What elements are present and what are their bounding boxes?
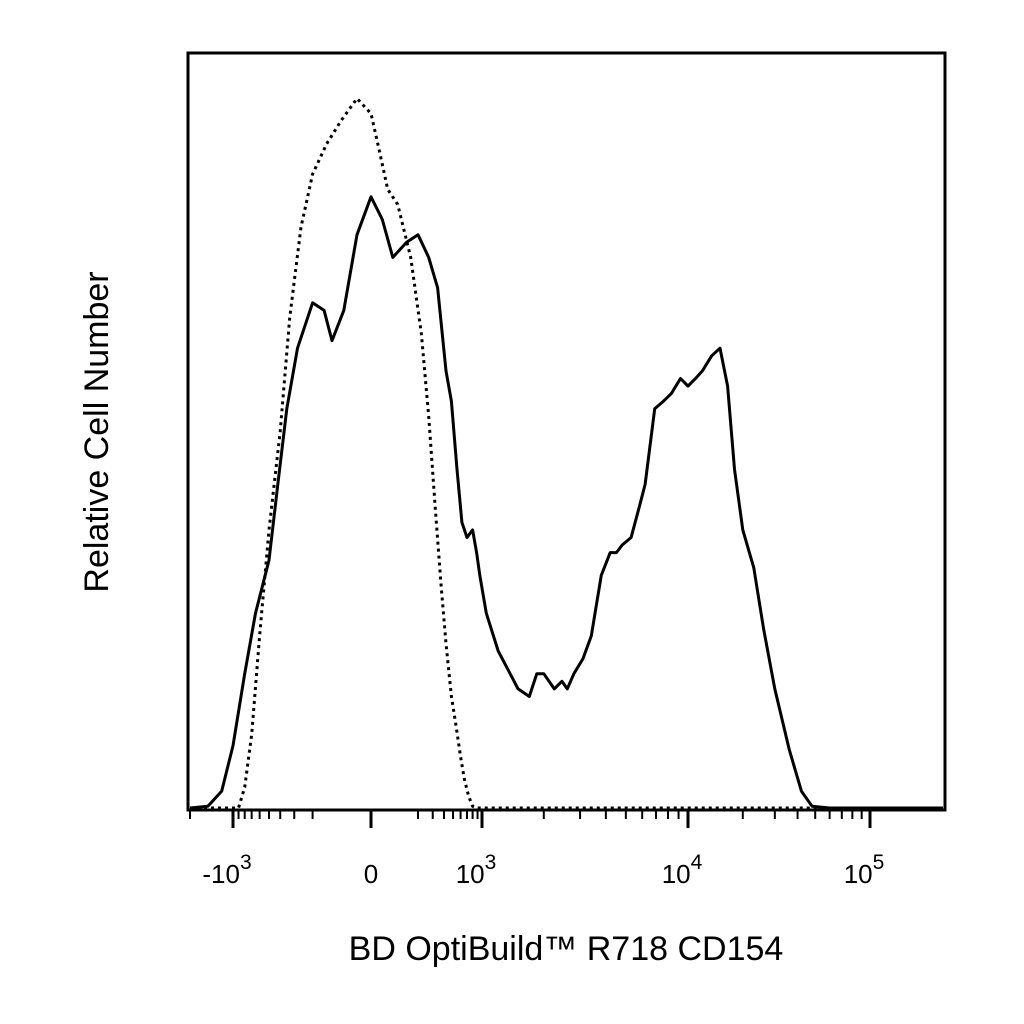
x-tick-label: 103 bbox=[456, 851, 497, 889]
isotype-control-line bbox=[190, 96, 943, 810]
plot-frame bbox=[186, 51, 947, 812]
x-tick-label: 0 bbox=[364, 859, 378, 889]
x-axis-title: BD OptiBuild™ R718 CD154 bbox=[349, 930, 784, 968]
y-axis-title: Relative Cell Number bbox=[78, 271, 116, 592]
x-tick-label: -103 bbox=[202, 851, 251, 889]
series-layer bbox=[189, 96, 943, 810]
x-axis: -103 0 103 104 105 bbox=[189, 810, 885, 889]
stained-sample-line bbox=[189, 195, 943, 810]
x-tick-label: 104 bbox=[662, 851, 703, 889]
x-tick-label: 105 bbox=[844, 851, 885, 889]
